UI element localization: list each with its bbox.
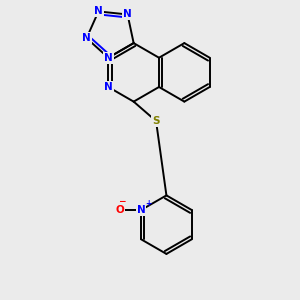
Text: N: N bbox=[104, 82, 113, 92]
Text: N: N bbox=[123, 10, 132, 20]
Text: N: N bbox=[82, 33, 91, 43]
Text: −: − bbox=[118, 197, 125, 206]
Text: N: N bbox=[104, 53, 113, 63]
Text: N: N bbox=[94, 6, 103, 16]
Text: S: S bbox=[152, 116, 160, 126]
Text: +: + bbox=[146, 199, 152, 208]
Text: O: O bbox=[116, 205, 124, 215]
Text: N: N bbox=[137, 205, 146, 215]
